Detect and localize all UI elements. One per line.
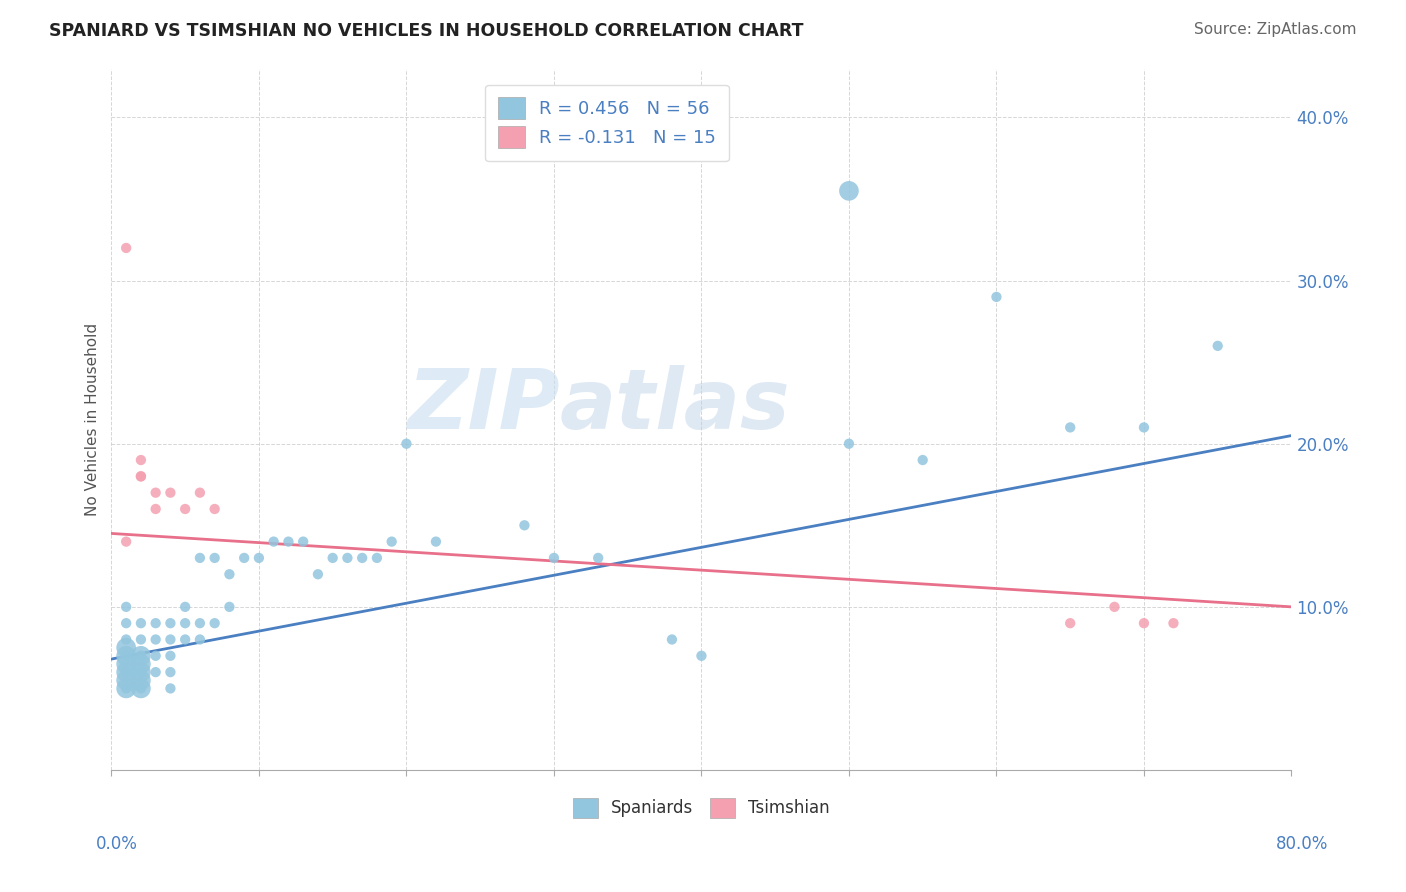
Point: [115, 665, 138, 679]
Point: [129, 648, 152, 663]
Point: [174, 632, 197, 647]
Point: [145, 485, 167, 500]
Point: [204, 616, 226, 631]
Point: [543, 550, 565, 565]
Point: [129, 648, 152, 663]
Point: [204, 502, 226, 516]
Point: [307, 567, 329, 582]
Y-axis label: No Vehicles in Household: No Vehicles in Household: [86, 323, 100, 516]
Point: [263, 534, 285, 549]
Point: [115, 534, 138, 549]
Point: [129, 681, 152, 696]
Point: [188, 632, 211, 647]
Point: [145, 632, 167, 647]
Point: [188, 485, 211, 500]
Point: [381, 534, 404, 549]
Point: [129, 469, 152, 483]
Text: ZIP: ZIP: [408, 365, 560, 446]
Point: [115, 241, 138, 255]
Point: [145, 648, 167, 663]
Point: [115, 657, 138, 671]
Point: [129, 616, 152, 631]
Point: [247, 550, 270, 565]
Point: [115, 599, 138, 614]
Text: atlas: atlas: [560, 365, 790, 446]
Point: [1104, 599, 1126, 614]
Point: [115, 665, 138, 679]
Point: [233, 550, 256, 565]
Text: 0.0%: 0.0%: [96, 835, 138, 853]
Point: [322, 550, 344, 565]
Point: [661, 632, 683, 647]
Point: [159, 681, 181, 696]
Point: [145, 502, 167, 516]
Point: [1206, 339, 1229, 353]
Point: [336, 550, 359, 565]
Point: [1059, 420, 1081, 434]
Point: [395, 436, 418, 450]
Point: [174, 599, 197, 614]
Point: [513, 518, 536, 533]
Point: [352, 550, 374, 565]
Point: [129, 673, 152, 688]
Point: [115, 681, 138, 696]
Point: [838, 436, 860, 450]
Point: [586, 550, 609, 565]
Point: [115, 673, 138, 688]
Point: [188, 616, 211, 631]
Point: [425, 534, 447, 549]
Point: [174, 616, 197, 631]
Point: [129, 665, 152, 679]
Point: [145, 616, 167, 631]
Point: [366, 550, 388, 565]
Point: [838, 184, 860, 198]
Point: [129, 681, 152, 696]
Point: [159, 665, 181, 679]
Point: [115, 648, 138, 663]
Point: [218, 567, 240, 582]
Point: [174, 502, 197, 516]
Point: [115, 640, 138, 655]
Point: [292, 534, 315, 549]
Point: [204, 550, 226, 565]
Point: [1163, 616, 1185, 631]
Point: [115, 648, 138, 663]
Point: [159, 632, 181, 647]
Point: [129, 648, 152, 663]
Point: [115, 648, 138, 663]
Point: [145, 665, 167, 679]
Point: [129, 632, 152, 647]
Point: [690, 648, 713, 663]
Text: Source: ZipAtlas.com: Source: ZipAtlas.com: [1194, 22, 1357, 37]
Point: [277, 534, 299, 549]
Point: [159, 616, 181, 631]
Point: [115, 632, 138, 647]
Point: [218, 599, 240, 614]
Point: [1133, 420, 1156, 434]
Point: [159, 648, 181, 663]
Point: [115, 681, 138, 696]
Point: [911, 453, 934, 467]
Point: [986, 290, 1008, 304]
Point: [129, 453, 152, 467]
Point: [129, 469, 152, 483]
Point: [159, 485, 181, 500]
Text: SPANIARD VS TSIMSHIAN NO VEHICLES IN HOUSEHOLD CORRELATION CHART: SPANIARD VS TSIMSHIAN NO VEHICLES IN HOU…: [49, 22, 804, 40]
Point: [115, 616, 138, 631]
Legend: Spaniards, Tsimshian: Spaniards, Tsimshian: [567, 791, 837, 825]
Point: [1059, 616, 1081, 631]
Point: [129, 657, 152, 671]
Point: [129, 665, 152, 679]
Point: [188, 550, 211, 565]
Point: [1133, 616, 1156, 631]
Text: 80.0%: 80.0%: [1277, 835, 1329, 853]
